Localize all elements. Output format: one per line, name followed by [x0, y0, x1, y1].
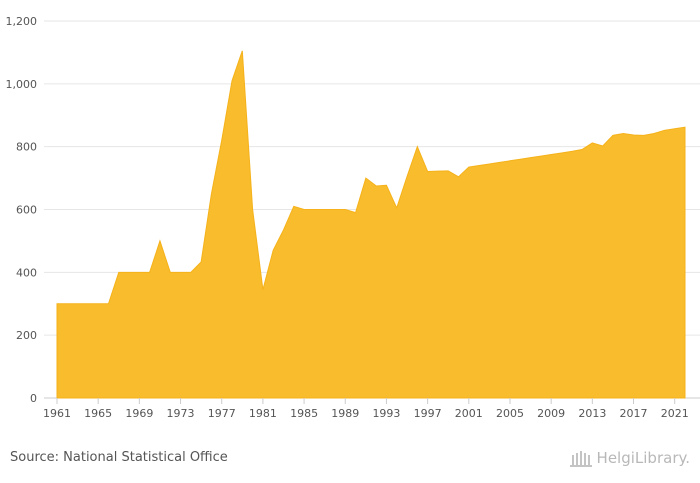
- footer: Source: National Statistical Office Helg…: [0, 440, 700, 483]
- x-tick-label: 2009: [537, 407, 565, 420]
- y-tick-label: 1,200: [6, 15, 38, 28]
- x-tick-label: 1961: [43, 407, 71, 420]
- x-tick-label: 1981: [249, 407, 277, 420]
- area-chart: 0 200 400 600 800 1,000 1,200 1961 1965 1969 1973…: [6, 15, 700, 420]
- y-tick-label: 800: [16, 141, 37, 154]
- y-axis: 0 200 400 600 800 1,000 1,200: [6, 15, 38, 405]
- y-tick-label: 600: [16, 204, 37, 217]
- brand-logo[interactable]: HelgiLibrary.: [569, 448, 690, 468]
- y-tick-label: 1,000: [6, 78, 38, 91]
- x-tick-label: 2005: [496, 407, 524, 420]
- library-building-icon: [569, 451, 592, 467]
- x-tick-label: 1977: [208, 407, 236, 420]
- x-tick-label: 2013: [578, 407, 606, 420]
- x-tick-label: 2017: [620, 407, 648, 420]
- brand-name: HelgiLibrary.: [596, 449, 690, 467]
- x-tick-label: 1985: [290, 407, 318, 420]
- x-tick-label: 1969: [125, 407, 153, 420]
- y-tick-label: 0: [30, 392, 37, 405]
- x-tick-label: 1989: [331, 407, 359, 420]
- x-tick-label: 1965: [84, 407, 112, 420]
- y-tick-label: 400: [16, 266, 37, 279]
- x-tick-label: 2001: [455, 407, 483, 420]
- x-tick-label: 1993: [372, 407, 400, 420]
- x-tick-label: 1997: [414, 407, 442, 420]
- source-note: Source: National Statistical Office: [10, 450, 228, 465]
- x-axis: 1961 1965 1969 1973 1977 1981 1985 1989 1993 1997…: [43, 398, 689, 420]
- x-tick-label: 2021: [661, 407, 689, 420]
- area-fill: [56, 50, 686, 399]
- area-series: [56, 50, 686, 399]
- x-tick-label: 1973: [167, 407, 195, 420]
- y-tick-label: 200: [16, 329, 37, 342]
